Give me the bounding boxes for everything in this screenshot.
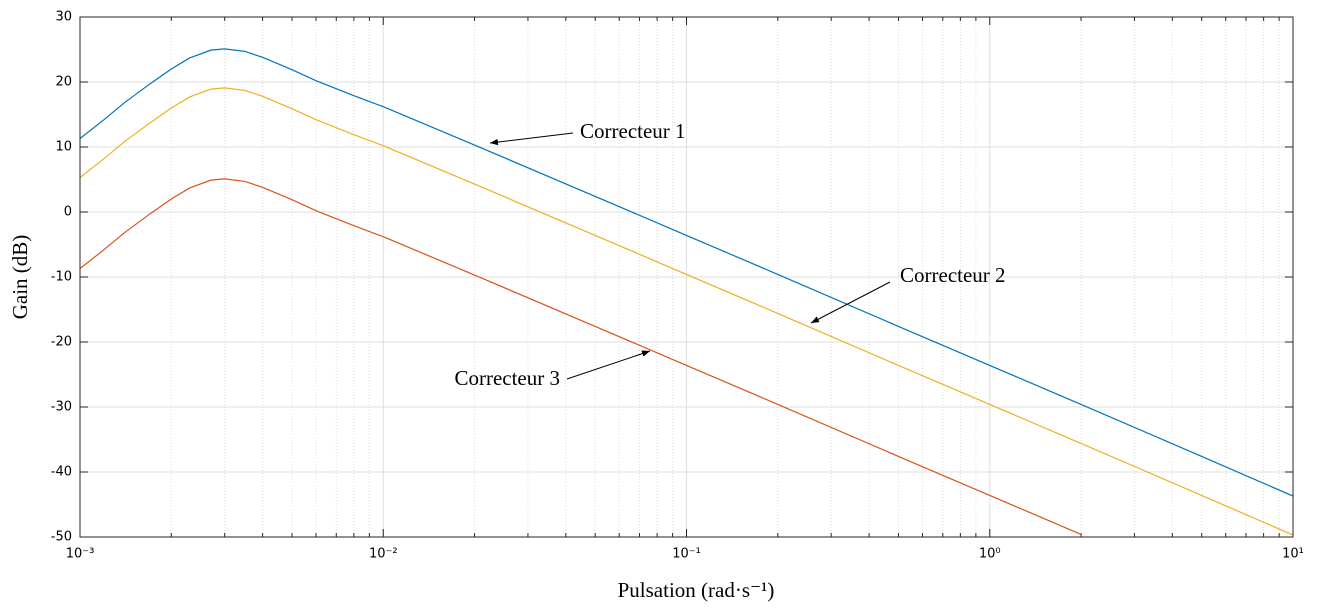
annotation-arrow bbox=[566, 350, 651, 380]
curve-label: Correcteur 3 bbox=[454, 366, 560, 390]
grid bbox=[79, 16, 1294, 538]
plot-lines bbox=[80, 48, 1293, 536]
y-tick-label: -20 bbox=[51, 335, 72, 350]
x-tick-label: 10⁻² bbox=[369, 547, 398, 562]
y-tick-label: -30 bbox=[51, 400, 72, 415]
y-tick-label: 20 bbox=[55, 75, 72, 90]
series-line bbox=[80, 48, 1293, 497]
x-tick-label: 10¹ bbox=[1282, 547, 1304, 562]
series-line bbox=[80, 178, 1082, 535]
curve-label: Correcteur 2 bbox=[900, 263, 1006, 287]
annotation-arrow bbox=[489, 132, 574, 146]
annotation-arrow bbox=[810, 281, 891, 324]
y-tick-label: 0 bbox=[64, 205, 72, 220]
y-tick-label: -40 bbox=[51, 465, 72, 480]
y-tick-label: -10 bbox=[51, 270, 72, 285]
x-axis-label: Pulsation (rad·s⁻¹) bbox=[618, 578, 775, 602]
y-tick-label: 10 bbox=[55, 140, 72, 155]
curve-label: Correcteur 1 bbox=[580, 119, 686, 143]
x-tick-label: 10⁻¹ bbox=[672, 547, 701, 562]
y-tick-label: -50 bbox=[51, 530, 72, 545]
y-tick-label: 30 bbox=[55, 10, 72, 25]
y-axis-label: Gain (dB) bbox=[8, 235, 32, 320]
series-line bbox=[80, 87, 1293, 536]
x-tick-label: 10⁰ bbox=[979, 547, 1001, 562]
x-tick-label: 10⁻³ bbox=[66, 547, 95, 562]
